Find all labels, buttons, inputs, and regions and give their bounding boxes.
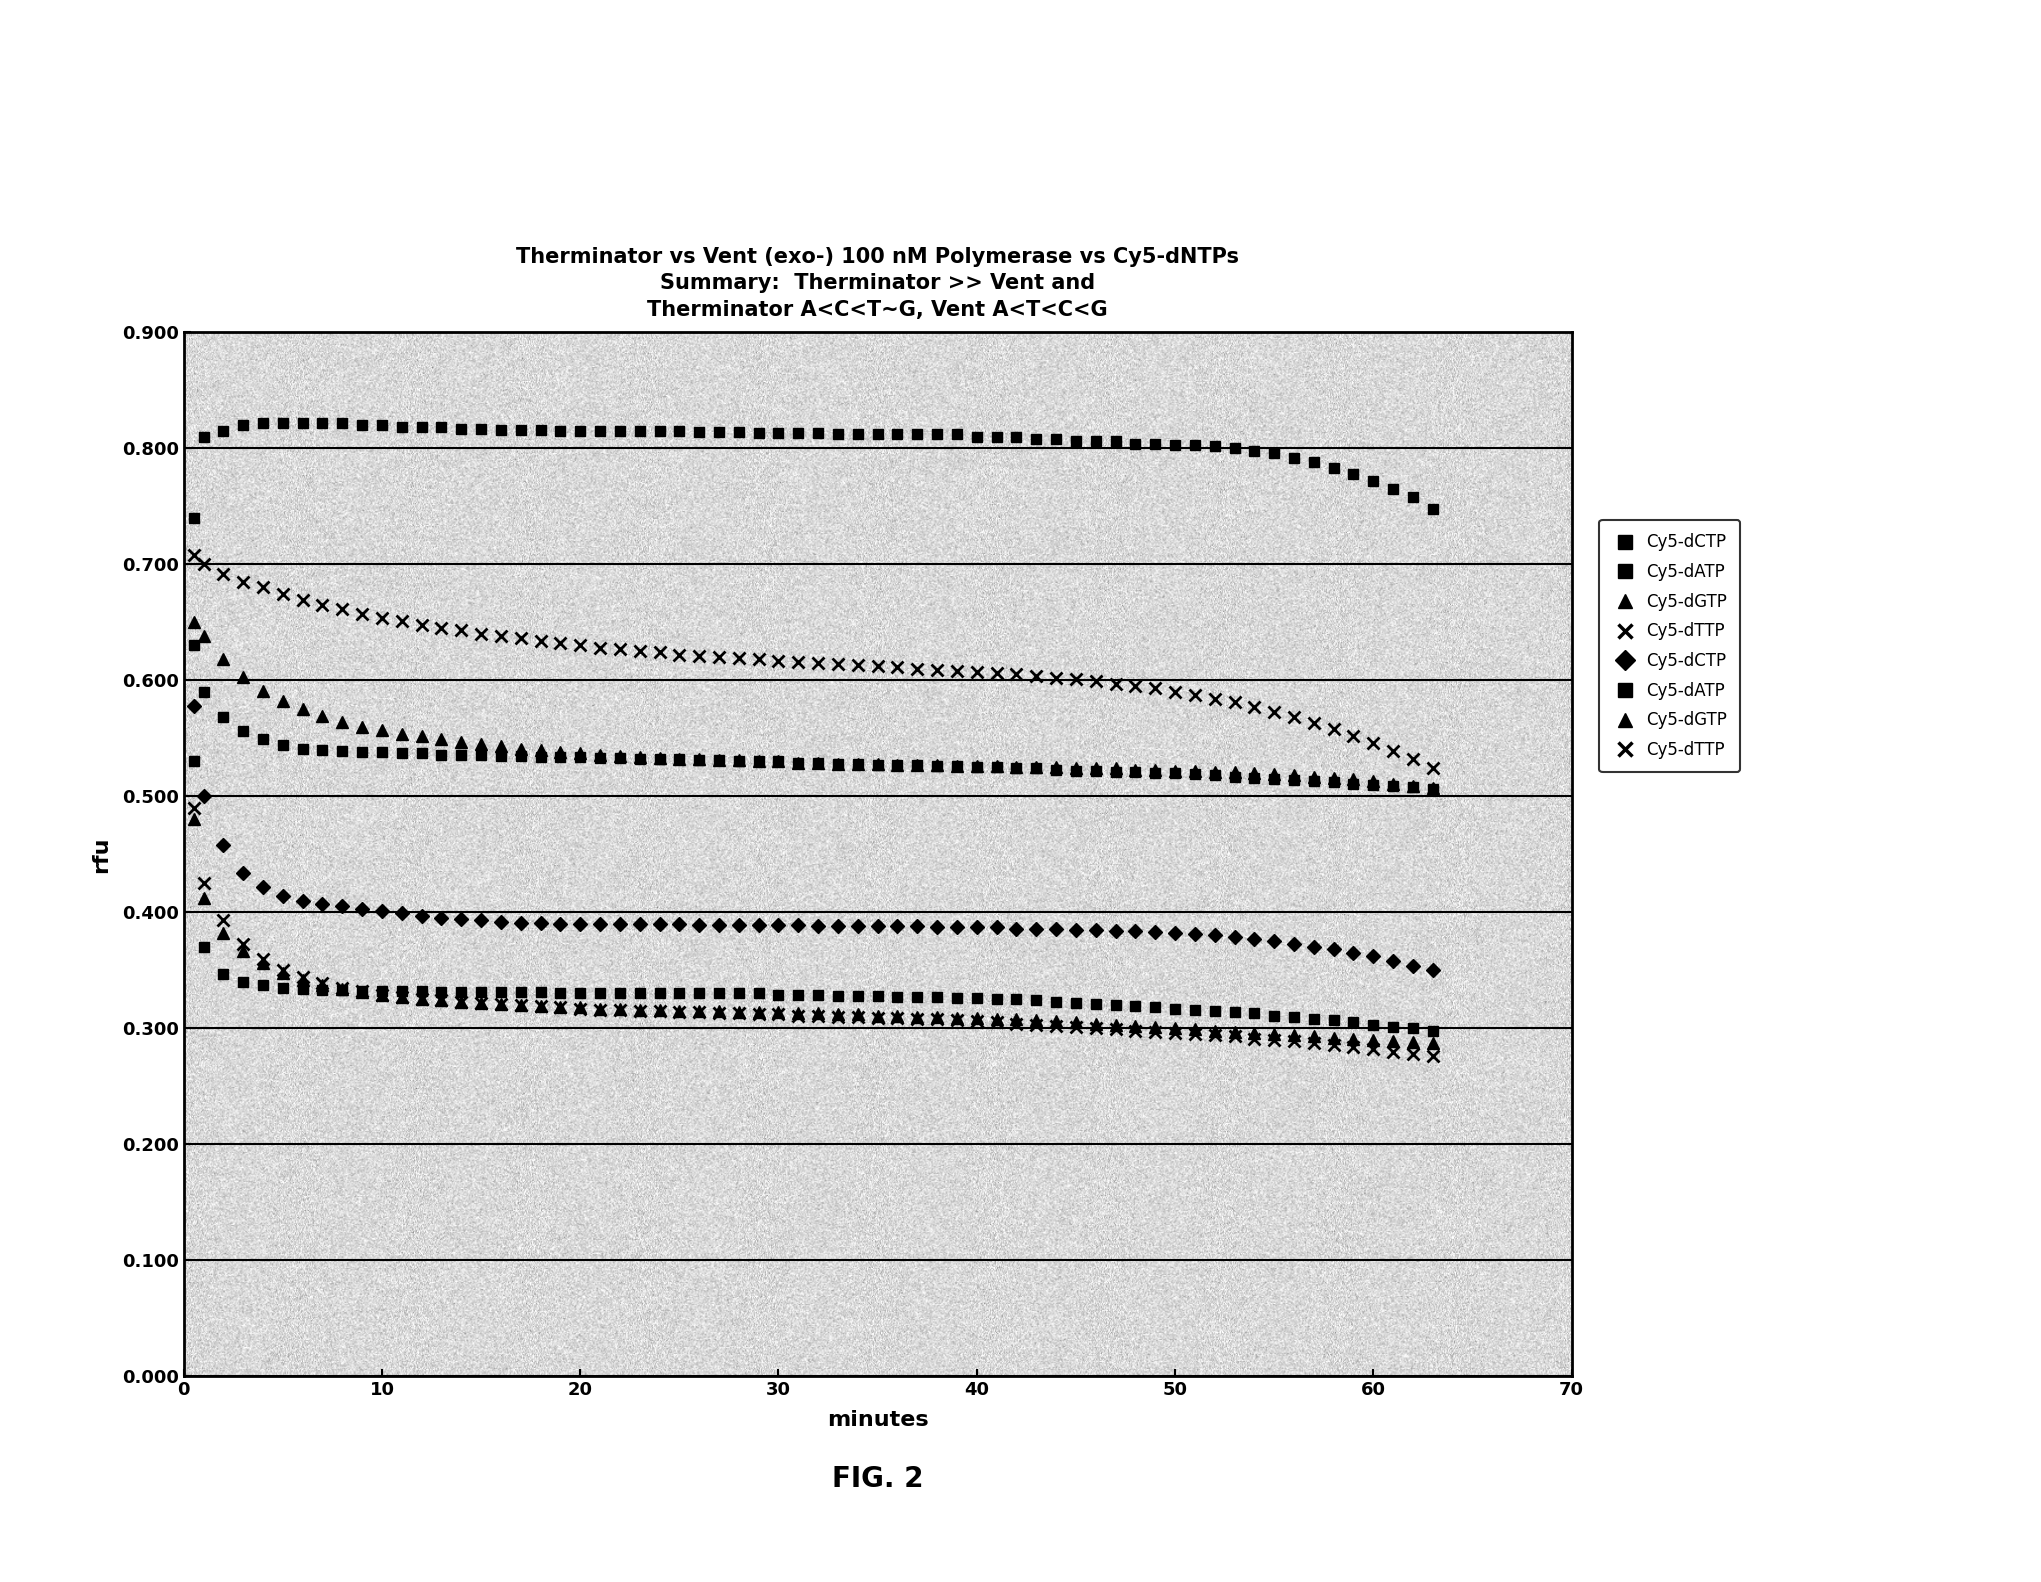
Text: FIG. 2: FIG. 2 [833,1465,923,1493]
X-axis label: minutes: minutes [827,1410,929,1430]
Legend: Cy5-dCTP, Cy5-dATP, Cy5-dGTP, Cy5-dTTP, Cy5-dCTP, Cy5-dATP, Cy5-dGTP, Cy5-dTTP: Cy5-dCTP, Cy5-dATP, Cy5-dGTP, Cy5-dTTP, … [1600,520,1741,772]
Title: Therminator vs Vent (exo-) 100 nM Polymerase vs Cy5-dNTPs
Summary:  Therminator : Therminator vs Vent (exo-) 100 nM Polyme… [516,247,1239,320]
Y-axis label: rfu: rfu [90,835,110,873]
